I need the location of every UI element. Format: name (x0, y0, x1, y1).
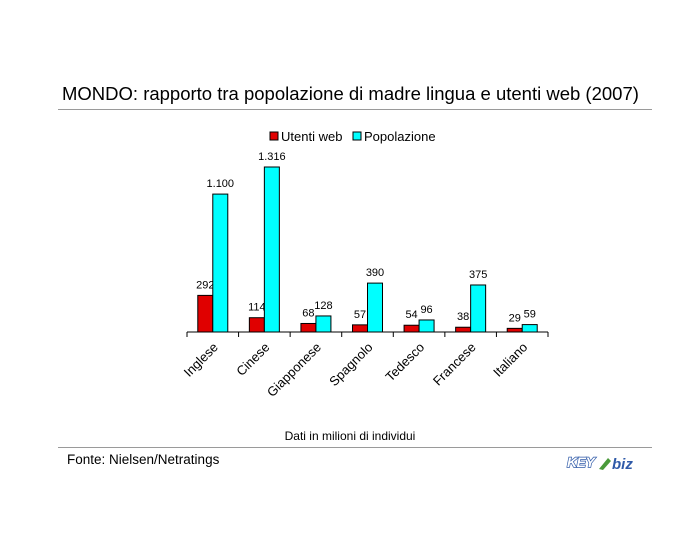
label-popolazione-2: 128 (314, 300, 332, 312)
legend: Utenti web Popolazione (269, 129, 436, 144)
bar-popolazione-2 (315, 315, 332, 333)
label-popolazione-4: 96 (420, 304, 432, 316)
category-label-4: Tedesco (382, 340, 427, 385)
title-divider (58, 109, 652, 110)
label-popolazione-1: 1.316 (258, 151, 286, 163)
bar-popolazione-0 (212, 193, 229, 333)
bar-popolazione-6 (521, 324, 538, 333)
logo-biz-text: biz (612, 456, 633, 473)
category-label-1: Cinese (233, 340, 272, 379)
legend-swatch-1 (352, 131, 362, 141)
bar-utenti-web-1 (248, 317, 265, 333)
legend-label-1: Popolazione (364, 129, 436, 144)
bar-utenti-web-5 (455, 326, 472, 333)
logo-swoosh (599, 458, 611, 470)
label-popolazione-0: 1.100 (207, 178, 235, 190)
category-label-3: Spagnolo (326, 340, 375, 389)
label-utenti-web-5: 38 (457, 311, 469, 323)
bar-popolazione-4 (418, 319, 435, 333)
label-utenti-web-4: 54 (405, 309, 417, 321)
bar-chart: Utenti web Popolazione 292 1.100 114 1.316 68… (181, 129, 549, 400)
bar-utenti-web-0 (197, 294, 214, 333)
footer-divider (58, 447, 652, 448)
legend-swatch-0 (269, 131, 279, 141)
category-label-2: Giapponese (264, 340, 324, 400)
bar-utenti-web-3 (352, 324, 368, 333)
label-popolazione-5: 375 (469, 269, 487, 281)
label-popolazione-6: 59 (524, 309, 536, 321)
label-utenti-web-3: 57 (354, 309, 366, 321)
label-popolazione-3: 390 (366, 267, 384, 279)
label-utenti-web-0: 292 (196, 279, 214, 291)
bar-utenti-web-2 (300, 322, 317, 333)
units-note: Dati in milioni di individui (284, 429, 416, 443)
category-label-6: Italiano (490, 340, 530, 380)
label-utenti-web-2: 68 (302, 307, 314, 319)
label-utenti-web-6: 29 (509, 312, 521, 324)
bar-popolazione-1 (263, 166, 280, 333)
source-note: Fonte: Nielsen/Netratings (67, 452, 220, 467)
bar-utenti-web-4 (403, 324, 420, 333)
chart-title: MONDO: rapporto tra popolazione di madre… (62, 83, 639, 104)
logo-key-text: KEY (567, 454, 596, 470)
bar-utenti-web-6 (506, 327, 523, 333)
bar-popolazione-3 (367, 282, 383, 333)
category-label-0: Inglese (181, 340, 221, 380)
legend-label-0: Utenti web (281, 129, 342, 144)
bar-popolazione-5 (470, 284, 487, 333)
label-utenti-web-1: 114 (248, 302, 266, 314)
category-label-5: Francese (430, 340, 479, 389)
keybiz-logo: KEY biz (566, 453, 633, 473)
